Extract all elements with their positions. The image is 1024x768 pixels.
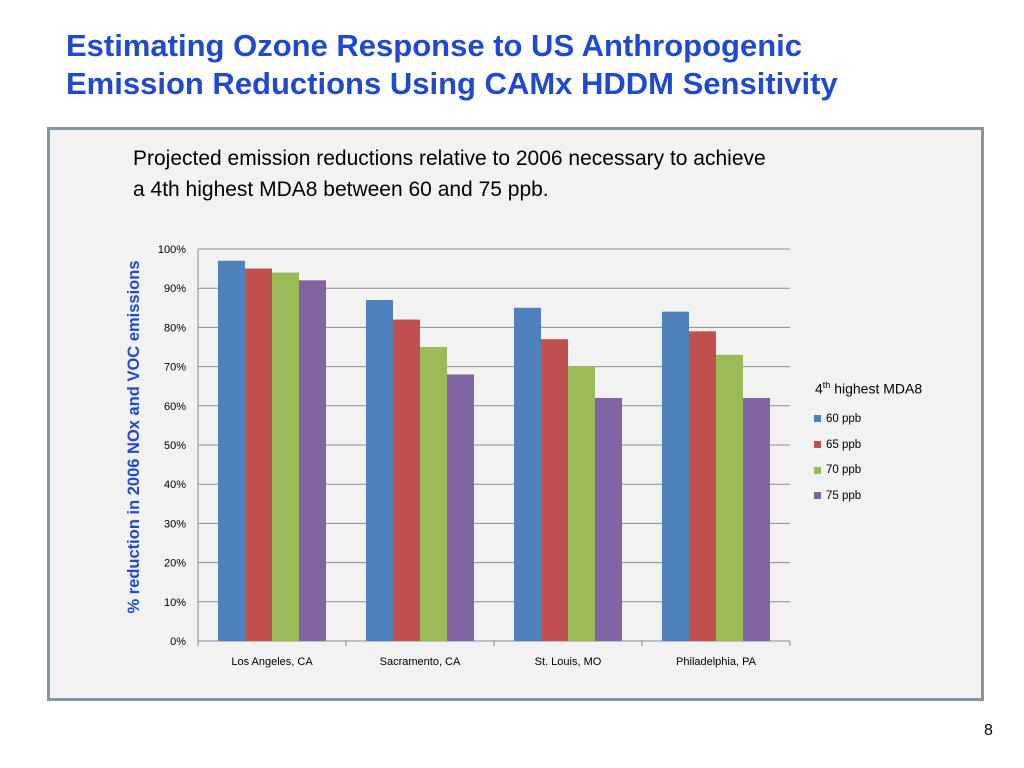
bar	[393, 319, 420, 641]
legend-title-prefix: 4	[815, 380, 823, 397]
bar	[595, 397, 622, 641]
bar	[299, 280, 326, 641]
x-tick-label: Philadelphia, PA	[676, 656, 757, 668]
bar	[662, 311, 689, 641]
legend-item: 70 ppb	[814, 457, 861, 483]
slide-title: Estimating Ozone Response to US Anthropo…	[66, 27, 966, 103]
y-tick-label: 0%	[170, 636, 186, 648]
slide-title-line-2: Emission Reductions Using CAMx HDDM Sens…	[66, 66, 838, 101]
y-tick-label: 80%	[164, 322, 186, 334]
x-tick-label: Los Angeles, CA	[231, 656, 313, 668]
bar	[366, 299, 393, 641]
y-tick-label: 70%	[164, 362, 186, 374]
slide-title-line-1: Estimating Ozone Response to US Anthropo…	[66, 28, 803, 63]
chart-subtitle-line-2: a 4th highest MDA8 between 60 and 75 ppb…	[133, 178, 549, 201]
legend-label: 60 ppb	[826, 412, 862, 425]
bar	[272, 272, 299, 641]
page-number: 8	[984, 722, 993, 739]
bar	[447, 374, 474, 641]
legend-item: 75 ppb	[814, 483, 861, 509]
y-tick-label: 30%	[164, 518, 186, 530]
chart-subtitle-line-1: Projected emission reductions relative t…	[133, 147, 766, 170]
bar	[568, 366, 595, 641]
bar	[514, 307, 541, 641]
y-tick-label: 90%	[164, 283, 186, 295]
legend-swatch	[814, 441, 821, 449]
bar	[541, 339, 568, 641]
y-tick-label: 20%	[164, 558, 186, 570]
legend-label: 65 ppb	[826, 438, 862, 451]
chart-legend: 60 ppb 65 ppb 70 ppb 75 ppb	[814, 406, 861, 509]
legend-label: 70 ppb	[826, 464, 862, 477]
bar	[716, 354, 743, 641]
chart-subtitle: Projected emission reductions relative t…	[133, 143, 923, 205]
legend-swatch	[814, 492, 821, 500]
bar	[689, 331, 716, 641]
legend-item: 60 ppb	[814, 406, 861, 432]
bar	[218, 260, 245, 641]
bar	[743, 397, 770, 641]
legend-item: 65 ppb	[814, 432, 861, 458]
y-tick-label: 10%	[164, 597, 186, 609]
y-tick-label: 40%	[164, 479, 186, 491]
x-tick-label: Sacramento, CA	[380, 656, 461, 668]
x-tick-label: St. Louis, MO	[535, 656, 602, 668]
y-tick-label: 50%	[164, 440, 186, 452]
bar	[245, 268, 272, 641]
y-tick-label: 60%	[164, 401, 186, 413]
bar	[420, 347, 447, 641]
legend-swatch	[814, 415, 821, 423]
legend-swatch	[814, 466, 821, 474]
legend-title-superscript: th	[822, 380, 831, 390]
y-tick-label: 100%	[158, 244, 186, 256]
legend-title: 4th highest MDA8	[815, 380, 922, 397]
legend-label: 75 ppb	[826, 489, 862, 502]
legend-title-suffix: highest MDA8	[830, 380, 923, 397]
